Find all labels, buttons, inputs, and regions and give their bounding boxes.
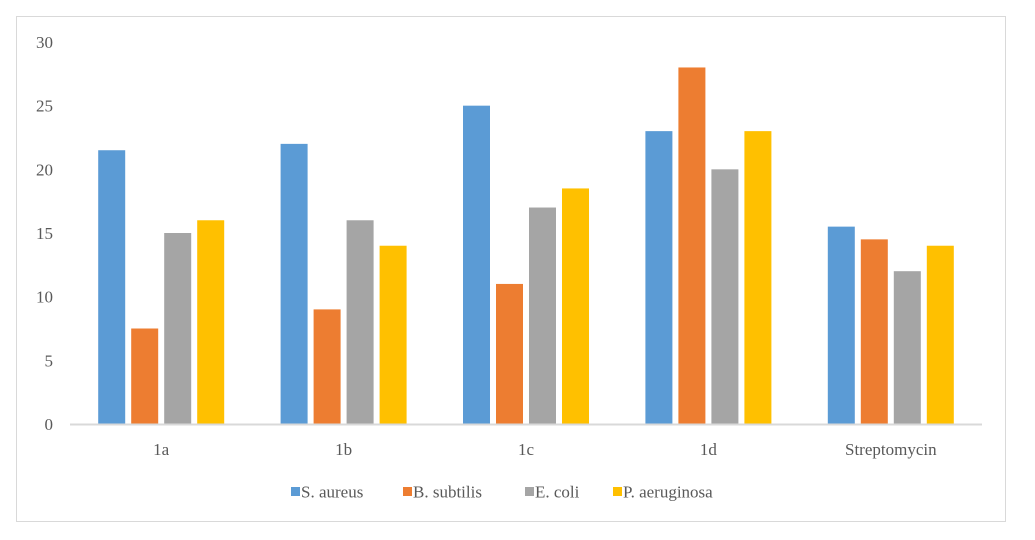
y-tick-label: 10 [36, 288, 53, 307]
legend-label: B. subtilis [413, 483, 482, 502]
x-tick-label: 1c [518, 440, 535, 459]
legend-label: E. coli [535, 483, 580, 502]
y-tick-label: 20 [36, 160, 53, 179]
bar-p-aeruginosa-streptomycin [926, 245, 954, 424]
legend-swatch [291, 487, 300, 496]
bar-p-aeruginosa-1b [379, 245, 407, 424]
bar-e-coli-1a [164, 233, 192, 424]
y-tick-label: 15 [36, 224, 53, 243]
legend-swatch [613, 487, 622, 496]
legend-swatch [525, 487, 534, 496]
legend-swatch [403, 487, 412, 496]
x-axis-labels: 1a 1b 1c 1d Streptomycin [153, 440, 937, 459]
legend-label: P. aeruginosa [623, 483, 713, 502]
y-axis-ticks: 0 5 10 15 20 25 30 [36, 33, 53, 434]
bar-e-coli-1b [346, 220, 374, 424]
bar-s-aureus-streptomycin [827, 226, 855, 424]
y-tick-label: 0 [45, 415, 54, 434]
bar-s-aureus-1b [280, 143, 308, 424]
y-tick-label: 5 [45, 351, 54, 370]
bar-b-subtilis-1a [131, 328, 159, 424]
y-tick-label: 25 [36, 97, 53, 116]
bar-b-subtilis-1b [313, 309, 341, 424]
bar-e-coli-streptomycin [893, 271, 921, 424]
x-tick-label: Streptomycin [845, 440, 937, 459]
bar-s-aureus-1d [645, 131, 673, 424]
legend-label: S. aureus [301, 483, 363, 502]
x-tick-label: 1b [335, 440, 352, 459]
bar-p-aeruginosa-1c [562, 188, 589, 424]
x-tick-label: 1a [153, 440, 170, 459]
bars [98, 67, 954, 425]
bar-s-aureus-1c [463, 105, 490, 425]
bar-e-coli-1d [711, 169, 739, 424]
bar-b-subtilis-1c [496, 283, 523, 424]
legend: S. aureus B. subtilis E. coli P. aeruginosa [291, 483, 713, 502]
bar-e-coli-1c [529, 207, 556, 424]
bar-b-subtilis-1d [678, 67, 706, 424]
bar-b-subtilis-streptomycin [860, 239, 888, 424]
bar-p-aeruginosa-1a [197, 220, 225, 424]
bar-s-aureus-1a [98, 150, 126, 424]
bar-p-aeruginosa-1d [744, 131, 772, 424]
x-tick-label: 1d [700, 440, 718, 459]
y-tick-label: 30 [36, 33, 53, 52]
